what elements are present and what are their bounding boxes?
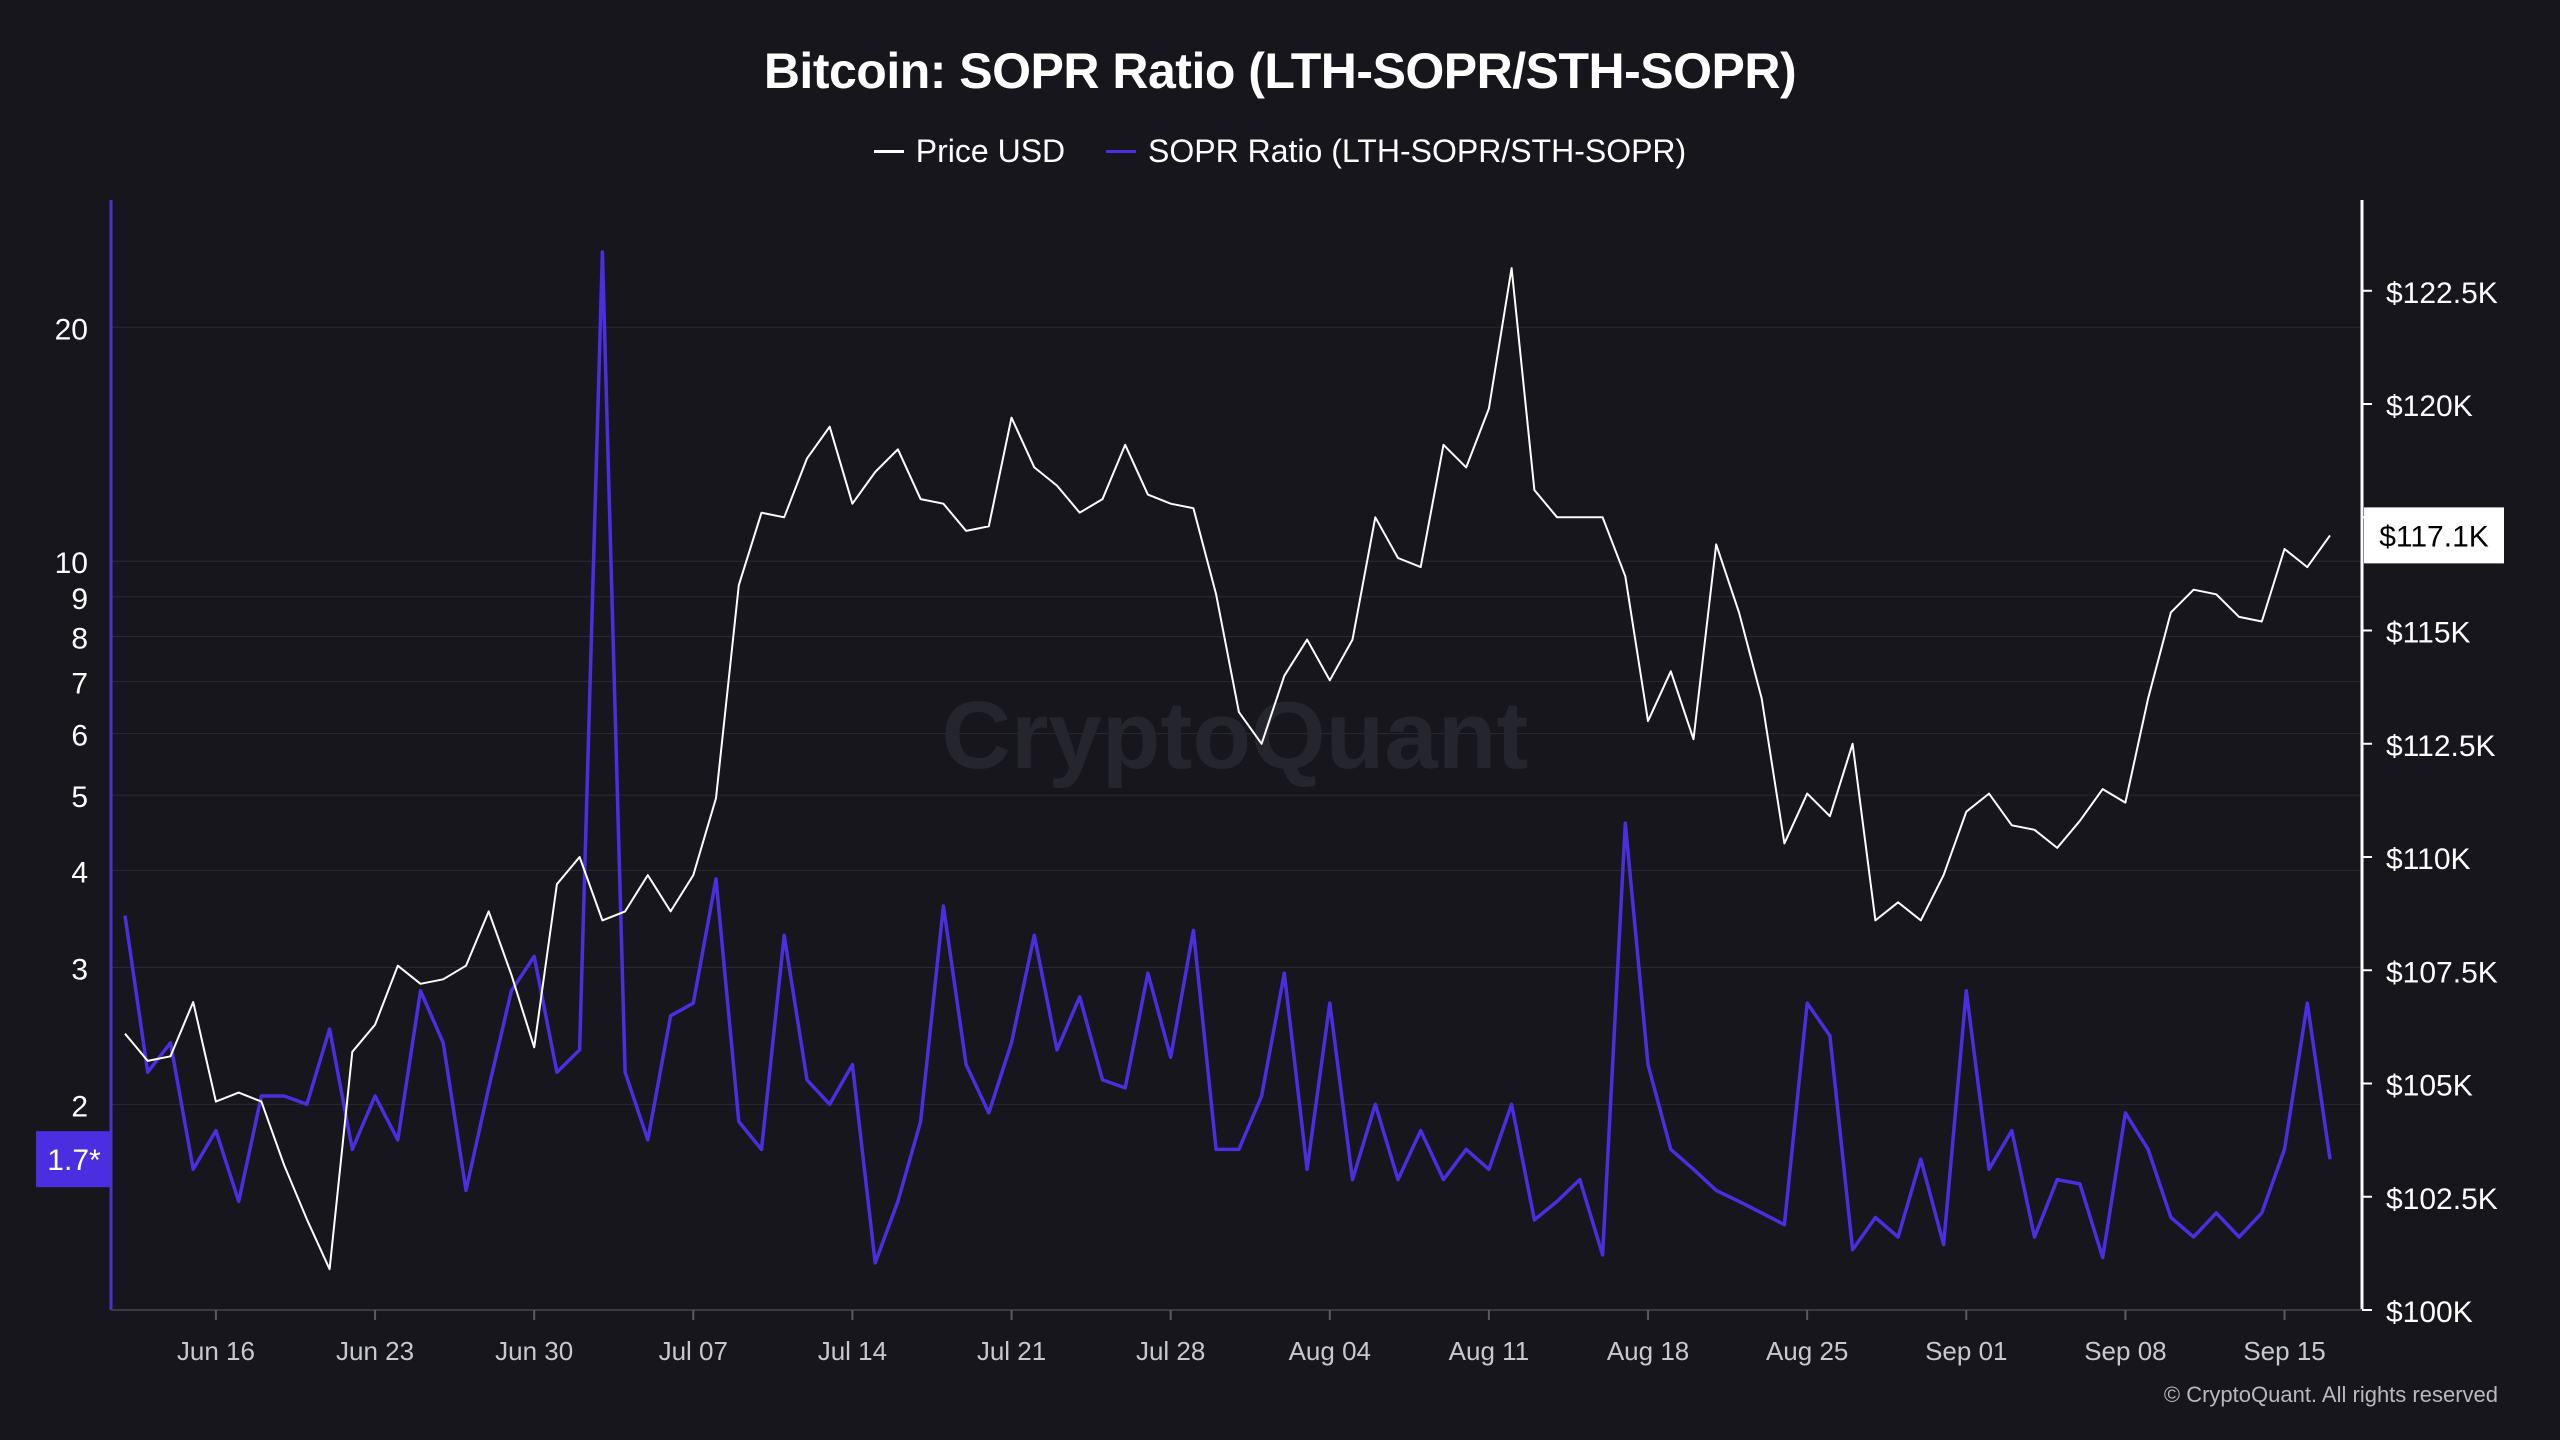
- legend-swatch-sopr: [1106, 150, 1137, 153]
- right-tick-label-9: $122.5K: [2386, 277, 2498, 310]
- x-tick-label-2: Jun 30: [495, 1336, 573, 1366]
- x-tick-label-8: Aug 11: [1449, 1336, 1529, 1366]
- x-tick-label-4: Jul 14: [818, 1336, 887, 1366]
- left-tick-label-8: 8: [71, 623, 88, 656]
- right-tick-label-0: $100K: [2386, 1296, 2473, 1329]
- legend-swatch-price: [873, 150, 904, 153]
- left-tick-label-3: 3: [71, 954, 88, 987]
- x-tick-label-5: Jul 21: [977, 1336, 1046, 1366]
- sopr-ratio-series-line: [123, 250, 2332, 1265]
- x-tick-label-13: Sep 15: [2243, 1336, 2325, 1366]
- legend[interactable]: Price USD SOPR Ratio (LTH-SOPR/STH-SOPR): [0, 124, 2560, 170]
- legend-item-price[interactable]: Price USD: [873, 133, 1066, 170]
- x-tick-label-12: Sep 08: [2084, 1336, 2166, 1366]
- right-tick-label-3: $107.5K: [2386, 956, 2498, 989]
- left-axis-ticks: 20 109 8 7 6 5 4 3 2: [55, 313, 88, 1123]
- price-current-badge-label: $117.1K: [2379, 520, 2489, 553]
- left-tick-label-5: 5: [71, 781, 88, 814]
- right-tick-label-5: $112.5K: [2386, 730, 2496, 763]
- price-current-badge: [2364, 507, 2504, 564]
- legend-item-sopr[interactable]: SOPR Ratio (LTH-SOPR/STH-SOPR): [1106, 133, 1686, 170]
- x-tick-label-7: Aug 04: [1289, 1336, 1371, 1366]
- right-axis-ticks: $100K $102.5K $105K $107.5K $110K $112.5K $115…: [2362, 277, 2498, 1329]
- x-tick-label-3: Jul 07: [659, 1336, 728, 1366]
- left-tick-label-10: 10: [55, 547, 88, 580]
- right-tick-label-2: $105K: [2386, 1070, 2473, 1103]
- gridlines: [111, 326, 2362, 1105]
- x-tick-label-11: Sep 01: [1925, 1336, 2007, 1366]
- copyright-credit: © CryptoQuant. All rights reserved: [2163, 1382, 2498, 1407]
- left-tick-label-6: 6: [71, 720, 88, 753]
- x-tick-label-1: Jun 23: [336, 1336, 414, 1366]
- legend-label-price: Price USD: [915, 133, 1066, 169]
- right-tick-label-1: $102.5K: [2386, 1183, 2498, 1216]
- left-tick-label-7: 7: [71, 668, 88, 701]
- x-tick-label-10: Aug 25: [1766, 1336, 1848, 1366]
- price-usd-series-line: [124, 267, 2331, 1271]
- right-tick-label-6: $115K: [2386, 617, 2471, 650]
- x-axis-ticks: Jun 16 Jun 23 Jun 30 Jul 07 Jul 14 Jul 21 Jul …: [177, 1310, 2326, 1366]
- chart-title: Bitcoin: SOPR Ratio (LTH-SOPR/STH-SOPR): [763, 43, 1797, 99]
- left-tick-label-2: 2: [71, 1090, 88, 1123]
- sopr-current-badge: [36, 1131, 112, 1188]
- left-tick-label-20: 20: [55, 313, 88, 346]
- left-tick-label-9: 9: [71, 583, 88, 616]
- right-tick-label-4: $110K: [2386, 843, 2471, 876]
- x-tick-label-0: Jun 16: [177, 1336, 255, 1366]
- legend-label-sopr: SOPR Ratio (LTH-SOPR/STH-SOPR): [1148, 133, 1687, 169]
- right-tick-label-8: $120K: [2386, 390, 2473, 423]
- x-tick-label-9: Aug 18: [1607, 1336, 1689, 1366]
- left-tick-label-4: 4: [71, 856, 88, 889]
- x-tick-label-6: Jul 28: [1136, 1336, 1205, 1366]
- current-value-badges: 1.7* $117.1K: [36, 507, 2504, 1188]
- sopr-current-badge-label: 1.7*: [47, 1144, 101, 1177]
- watermark: CryptoQuant: [942, 682, 1529, 789]
